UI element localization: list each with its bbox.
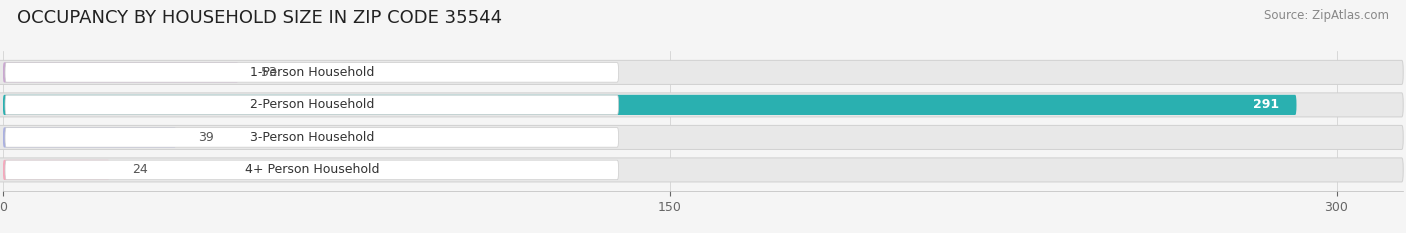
FancyBboxPatch shape [6, 160, 619, 180]
FancyBboxPatch shape [0, 125, 1403, 149]
FancyBboxPatch shape [3, 62, 239, 82]
Text: 291: 291 [1253, 98, 1278, 111]
FancyBboxPatch shape [0, 93, 1403, 117]
Text: 4+ Person Household: 4+ Person Household [245, 163, 380, 176]
Text: 39: 39 [198, 131, 214, 144]
FancyBboxPatch shape [3, 160, 110, 180]
Text: OCCUPANCY BY HOUSEHOLD SIZE IN ZIP CODE 35544: OCCUPANCY BY HOUSEHOLD SIZE IN ZIP CODE … [17, 9, 502, 27]
Text: 1-Person Household: 1-Person Household [250, 66, 374, 79]
FancyBboxPatch shape [6, 128, 619, 147]
Text: 53: 53 [260, 66, 277, 79]
Text: 2-Person Household: 2-Person Household [250, 98, 374, 111]
FancyBboxPatch shape [3, 95, 1296, 115]
FancyBboxPatch shape [3, 127, 176, 147]
FancyBboxPatch shape [0, 60, 1403, 84]
FancyBboxPatch shape [6, 95, 619, 115]
Text: Source: ZipAtlas.com: Source: ZipAtlas.com [1264, 9, 1389, 22]
Text: 3-Person Household: 3-Person Household [250, 131, 374, 144]
Text: 24: 24 [132, 163, 148, 176]
FancyBboxPatch shape [0, 158, 1403, 182]
FancyBboxPatch shape [6, 63, 619, 82]
